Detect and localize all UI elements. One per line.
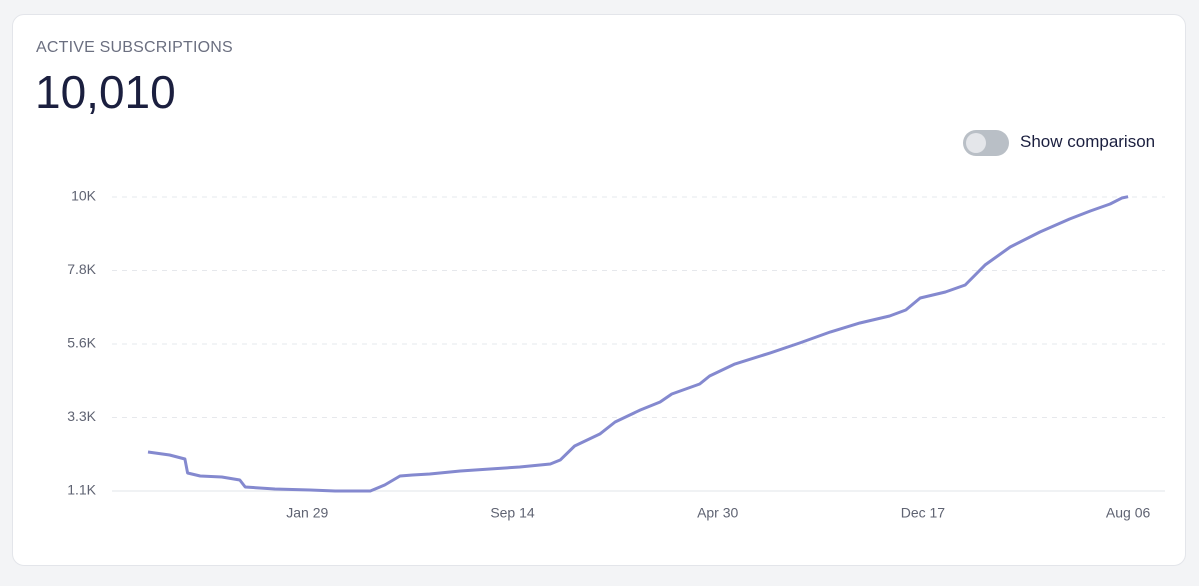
y-tick-label: 7.8K: [67, 261, 96, 277]
card-title: ACTIVE SUBSCRIPTIONS: [36, 39, 233, 56]
data-line: [147, 195, 1129, 493]
x-tick-label: Jan 29: [286, 505, 328, 521]
x-tick-label: Sep 14: [490, 505, 535, 521]
y-tick-label: 1.1K: [67, 482, 96, 498]
x-tick-label: Apr 30: [697, 505, 738, 521]
x-tick-label: Aug 06: [1106, 505, 1151, 521]
y-tick-label: 10K: [71, 188, 97, 204]
x-tick-label: Dec 17: [901, 505, 946, 521]
comparison-toggle[interactable]: [963, 130, 1009, 156]
y-tick-label: 5.6K: [67, 335, 96, 351]
headline-value: 10,010: [35, 66, 176, 118]
card: ACTIVE SUBSCRIPTIONS 10,010 Show compari…: [12, 14, 1186, 566]
y-tick-label: 3.3K: [67, 408, 96, 424]
toggle-knob: [966, 133, 986, 153]
toggle-label[interactable]: Show comparison: [1020, 132, 1156, 151]
